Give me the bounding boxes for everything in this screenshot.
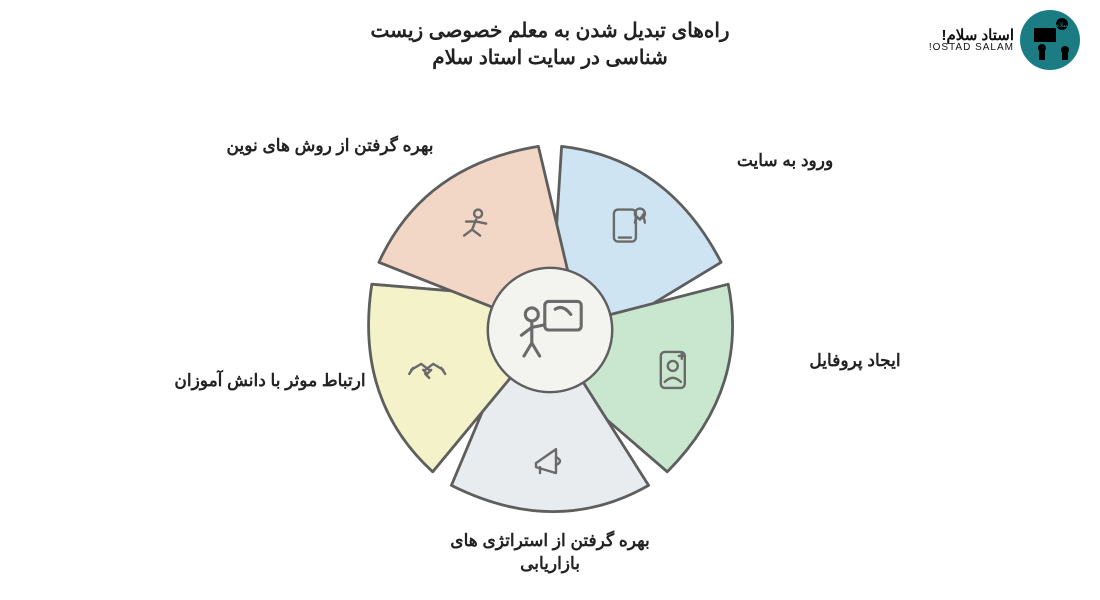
pinwheel-diagram — [0, 0, 1100, 600]
petal-label-3: ارتباط موثر با دانش آموزان — [170, 370, 370, 393]
petal-label-4: بهره گرفتن از روش های نوین — [220, 135, 440, 158]
petal-label-1: ایجاد پروفایل — [770, 350, 940, 373]
petal-label-2: بهره گرفتن از استراتژی های بازاریابی — [420, 530, 680, 576]
petal-label-0: ورود به سایت — [700, 150, 870, 173]
canvas: راه‌های تبدیل شدن به معلم خصوصی زیست شنا… — [0, 0, 1100, 600]
